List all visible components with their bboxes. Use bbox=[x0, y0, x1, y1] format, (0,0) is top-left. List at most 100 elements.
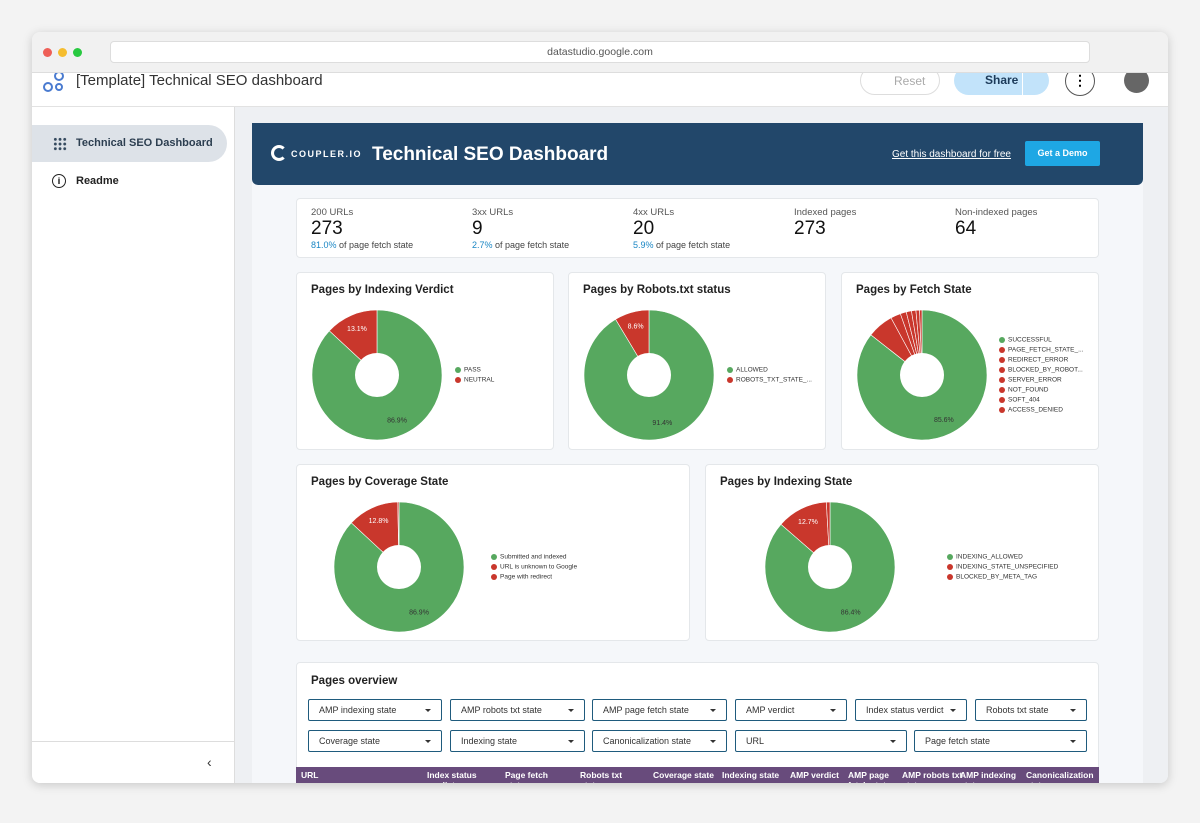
legend-label: SERVER_ERROR bbox=[1008, 377, 1062, 384]
legend-label: BLOCKED_BY_META_TAG bbox=[956, 574, 1037, 581]
column-header[interactable]: Page fetch state bbox=[505, 770, 548, 790]
legend-label: ALLOWED bbox=[736, 367, 768, 374]
kpi-label: 3xx URLs bbox=[472, 207, 514, 218]
kpi-note: of page fetch state bbox=[656, 240, 731, 250]
chart-card: Pages by Indexing State 86.4% INDEXING_ALL… bbox=[705, 464, 1099, 641]
sidebar-divider bbox=[32, 741, 234, 742]
kpi-pct: 81.0% bbox=[311, 240, 337, 250]
column-header[interactable]: AMP verdict bbox=[790, 770, 839, 780]
legend-label: REDIRECT_ERROR bbox=[1008, 357, 1069, 364]
filter-dropdown[interactable]: Robots txt state bbox=[975, 699, 1087, 721]
legend-swatch bbox=[727, 377, 733, 383]
legend-label: ACCESS_DENIED bbox=[1008, 407, 1063, 414]
donut-hole bbox=[377, 545, 421, 589]
close-dot[interactable] bbox=[43, 48, 52, 57]
donut-hole bbox=[808, 545, 852, 589]
slice-label: 86.9% bbox=[387, 418, 407, 425]
sidebar-item[interactable]: Technical SEO Dashboard bbox=[76, 137, 213, 149]
legend-swatch bbox=[455, 377, 461, 383]
filter-dropdown[interactable]: Page fetch state bbox=[914, 730, 1087, 752]
legend-label: Submitted and indexed bbox=[500, 554, 567, 561]
legend-label: PASS bbox=[464, 367, 482, 374]
column-header[interactable]: Index status verdict bbox=[427, 770, 477, 790]
legend-label: INDEXING_STATE_UNSPECIFIED bbox=[956, 564, 1059, 571]
chart-title: Pages by Fetch State bbox=[856, 284, 972, 296]
share-label: Share bbox=[985, 73, 1019, 87]
sidebar-item[interactable]: Readme bbox=[76, 175, 119, 187]
kpi-delta: 2.7% of page fetch state bbox=[472, 240, 569, 250]
kpi-delta: 81.0% of page fetch state bbox=[311, 240, 413, 250]
share-button[interactable]: Share bbox=[954, 66, 1049, 95]
app-title: [Template] Technical SEO dashboard bbox=[76, 72, 323, 89]
banner-link[interactable]: Get this dashboard for free bbox=[892, 149, 1011, 160]
legend-swatch bbox=[999, 357, 1005, 363]
donut-hole bbox=[355, 353, 399, 397]
legend-swatch bbox=[999, 367, 1005, 373]
collapse-button[interactable]: ‹ bbox=[207, 754, 212, 770]
url-bar[interactable]: datastudio.google.com bbox=[110, 41, 1090, 63]
app-logo bbox=[43, 71, 64, 92]
legend-swatch bbox=[999, 377, 1005, 383]
info-icon: i bbox=[52, 174, 66, 188]
sidebar: Technical SEO Dashboard i Readme ‹ bbox=[32, 107, 235, 783]
filter-dropdown[interactable]: AMP robots txt state bbox=[450, 699, 585, 721]
kpi-label: 200 URLs bbox=[311, 207, 354, 218]
chart-title: Pages by Indexing Verdict bbox=[311, 284, 454, 296]
legend-swatch bbox=[999, 387, 1005, 393]
legend-swatch bbox=[455, 367, 461, 373]
kpi-note: of page fetch state bbox=[495, 240, 570, 250]
filter-dropdown[interactable]: Coverage state bbox=[308, 730, 442, 752]
column-header[interactable]: URL bbox=[301, 770, 319, 780]
donut-hole bbox=[900, 353, 944, 397]
legend-label: BLOCKED_BY_ROBOT... bbox=[1008, 367, 1083, 374]
legend-swatch bbox=[999, 337, 1005, 343]
demo-button[interactable]: Get a Demo bbox=[1025, 141, 1100, 166]
min-dot[interactable] bbox=[58, 48, 67, 57]
legend-label: URL is unknown to Google bbox=[500, 564, 577, 571]
column-header[interactable]: Indexing state bbox=[722, 770, 780, 780]
chart-card: Pages by Coverage State 86.9% Submitted an… bbox=[296, 464, 690, 641]
filter-dropdown[interactable]: Indexing state bbox=[450, 730, 585, 752]
column-header[interactable]: AMP indexing state bbox=[960, 770, 1017, 790]
legend-label: SOFT_404 bbox=[1008, 397, 1040, 404]
kpi-delta: 5.9% of page fetch state bbox=[633, 240, 730, 250]
filter-dropdown[interactable]: URL bbox=[735, 730, 907, 752]
pie-chart: 85.6% SUCCESSFUL PAGE_FETCH_STATE_... REDIR… bbox=[856, 309, 1084, 441]
legend-swatch bbox=[999, 347, 1005, 353]
kpi-value: 273 bbox=[794, 218, 826, 239]
legend-swatch bbox=[999, 407, 1005, 413]
legend-swatch bbox=[491, 554, 497, 560]
slice-label: 12.8% bbox=[369, 518, 389, 525]
max-dot[interactable] bbox=[73, 48, 82, 57]
divider bbox=[1022, 66, 1023, 95]
pie-chart: 86.9% PASS 13.1% NEUTRAL bbox=[311, 309, 495, 441]
filter-dropdown[interactable]: AMP verdict bbox=[735, 699, 847, 721]
column-header[interactable]: AMP robots txt state bbox=[902, 770, 963, 790]
kpi-note: of page fetch state bbox=[339, 240, 414, 250]
slice-label: 8.6% bbox=[628, 324, 644, 331]
slice-label: 86.9% bbox=[409, 610, 429, 617]
legend-label: PAGE_FETCH_STATE_... bbox=[1008, 347, 1084, 354]
filter-dropdown[interactable]: AMP page fetch state bbox=[592, 699, 727, 721]
overview-card: Pages overview bbox=[296, 662, 1099, 783]
title-bar: datastudio.google.com bbox=[32, 32, 1168, 73]
legend-label: SUCCESSFUL bbox=[1008, 337, 1052, 344]
filter-dropdown[interactable]: Canonicalization state bbox=[592, 730, 727, 752]
slice-label: 85.6% bbox=[934, 417, 954, 424]
column-header[interactable]: Robots txt state bbox=[580, 770, 623, 790]
pie-chart: 86.4% INDEXING_ALLOWED 12.7% INDEXING_STATE… bbox=[764, 501, 1059, 633]
chart-title: Pages by Robots.txt status bbox=[583, 284, 731, 296]
pie-chart: 86.9% Submitted and indexed 12.8% URL is un… bbox=[333, 501, 577, 633]
column-header[interactable]: AMP page fetch state bbox=[848, 770, 891, 790]
column-header[interactable]: Canonicalization state bbox=[1026, 770, 1094, 790]
overview-title: Pages overview bbox=[311, 675, 398, 687]
filter-dropdown[interactable]: AMP indexing state bbox=[308, 699, 442, 721]
filter-dropdown[interactable]: Index status verdict bbox=[855, 699, 967, 721]
column-header[interactable]: Coverage state bbox=[653, 770, 714, 780]
banner-title: Technical SEO Dashboard bbox=[372, 144, 609, 165]
kpi-value: 9 bbox=[472, 218, 483, 239]
kpi-value: 64 bbox=[955, 218, 977, 239]
kpi-value: 20 bbox=[633, 218, 655, 239]
